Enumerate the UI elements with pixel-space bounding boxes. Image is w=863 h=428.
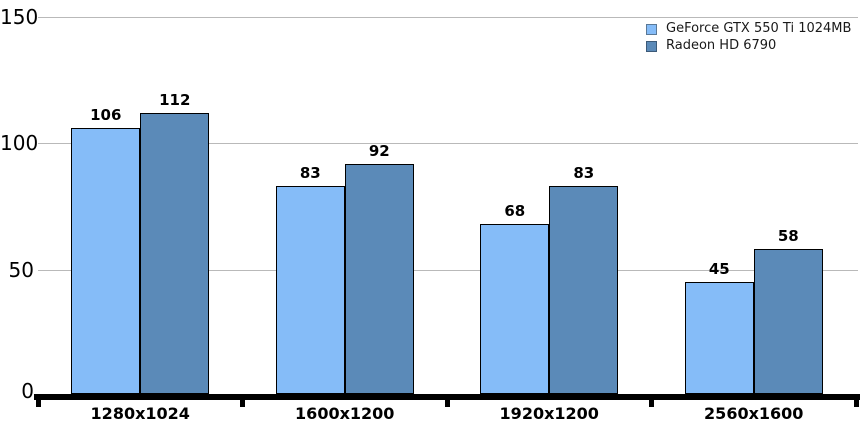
value-label: 83: [299, 164, 321, 183]
y-tick-label: 100: [0, 131, 39, 156]
x-axis-tick: [649, 399, 654, 407]
value-label: 58: [777, 227, 799, 246]
bar-radeon: [753, 249, 823, 394]
legend-swatch-icon: [646, 40, 657, 52]
gridline: [38, 269, 858, 271]
x-axis-line: [34, 394, 860, 400]
x-axis-tick: [853, 399, 859, 407]
bar-radeon: [549, 186, 619, 394]
bar-geforce: [480, 224, 550, 394]
category-label: 1920x1200: [499, 404, 599, 423]
value-label: 68: [504, 202, 526, 221]
category-label: 1280x1024: [90, 404, 190, 423]
legend-item: GeForce GTX 550 Ti 1024MB: [646, 21, 851, 37]
y-tick-label: 50: [8, 257, 34, 282]
bar-geforce: [275, 186, 345, 394]
gridline: [38, 143, 858, 145]
legend-label: GeForce GTX 550 Ti 1024MB: [666, 21, 852, 36]
value-label: 83: [573, 164, 595, 183]
legend-label: Radeon HD 6790: [666, 38, 777, 53]
legend: GeForce GTX 550 Ti 1024MB Radeon HD 6790: [646, 21, 851, 55]
value-label: 45: [708, 260, 730, 279]
x-axis-tick: [444, 399, 450, 407]
gridline: [38, 17, 858, 18]
legend-item: Radeon HD 6790: [646, 38, 851, 54]
value-label: 112: [159, 91, 191, 109]
bar-radeon: [140, 113, 210, 394]
bar-geforce: [71, 128, 141, 394]
value-label: 92: [368, 141, 390, 160]
legend-swatch-icon: [646, 23, 657, 35]
category-label: 2560x1600: [704, 404, 804, 423]
category-label: 1600x1200: [295, 404, 395, 423]
y-tick-label: 0: [21, 379, 34, 403]
bar-geforce: [684, 282, 754, 394]
value-label: 106: [90, 106, 122, 125]
x-axis-tick: [240, 399, 245, 407]
bar-radeon: [344, 163, 414, 394]
y-tick-label: 150: [0, 5, 39, 29]
x-axis-tick: [35, 399, 41, 407]
